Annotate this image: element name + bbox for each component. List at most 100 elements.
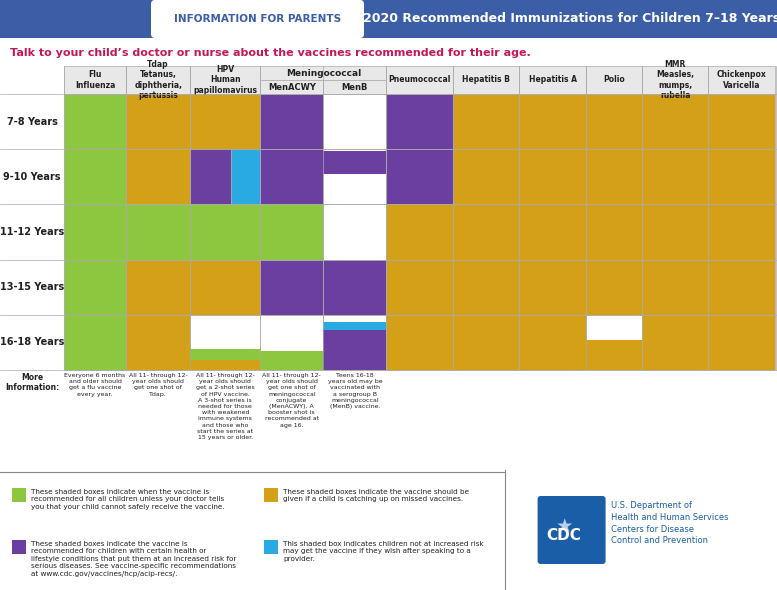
Bar bbox=[323, 94, 386, 149]
Bar bbox=[386, 66, 453, 94]
Bar bbox=[190, 94, 260, 149]
Bar bbox=[260, 80, 323, 94]
Bar bbox=[519, 204, 586, 260]
Text: Chickenpox
Varicella: Chickenpox Varicella bbox=[717, 70, 767, 90]
Bar bbox=[519, 149, 586, 204]
Bar bbox=[260, 66, 386, 80]
Bar bbox=[586, 204, 642, 260]
Text: Teens 16-18
years old may be
vaccinated with
a serogroup B
meningococcal
(MenB) : Teens 16-18 years old may be vaccinated … bbox=[328, 373, 382, 409]
Bar bbox=[586, 149, 642, 204]
Bar bbox=[126, 94, 190, 149]
Text: 13-15 Years: 13-15 Years bbox=[0, 282, 64, 292]
Bar bbox=[586, 260, 642, 315]
Bar bbox=[586, 340, 642, 370]
Bar bbox=[642, 94, 709, 149]
Bar bbox=[453, 260, 519, 315]
Text: Hepatitis B: Hepatitis B bbox=[462, 76, 510, 84]
Bar bbox=[709, 94, 775, 149]
Bar bbox=[260, 315, 323, 370]
Bar bbox=[453, 149, 519, 204]
Bar bbox=[453, 204, 519, 260]
Bar bbox=[519, 260, 586, 315]
Bar bbox=[586, 315, 642, 370]
Bar bbox=[323, 149, 386, 204]
Bar bbox=[323, 315, 386, 370]
Bar bbox=[586, 66, 642, 94]
Bar bbox=[12, 540, 26, 553]
Bar bbox=[64, 204, 126, 260]
Bar bbox=[64, 94, 126, 149]
Text: 9-10 Years: 9-10 Years bbox=[3, 172, 61, 182]
Text: INFORMATION FOR PARENTS: INFORMATION FOR PARENTS bbox=[174, 14, 341, 24]
Bar bbox=[519, 94, 586, 149]
Text: 2020 Recommended Immunizations for Children 7–18 Years Old: 2020 Recommended Immunizations for Child… bbox=[364, 12, 777, 25]
Text: MMR
Measles,
mumps,
rubella: MMR Measles, mumps, rubella bbox=[657, 60, 694, 100]
Text: This shaded box indicates children not at increased risk
may get the vaccine if : This shaded box indicates children not a… bbox=[283, 540, 484, 562]
Text: These shaded boxes indicate the vaccine should be
given if a child is catching u: These shaded boxes indicate the vaccine … bbox=[283, 489, 469, 503]
Bar bbox=[260, 204, 323, 260]
Bar bbox=[64, 315, 126, 370]
Bar bbox=[190, 66, 260, 94]
Text: All 11- through 12-
year olds should
get a 2-shot series
of HPV vaccine.
A 3-sho: All 11- through 12- year olds should get… bbox=[196, 373, 255, 440]
Text: All 11- through 12-
year olds should
get one shot of
meningococcal
conjugate
(Me: All 11- through 12- year olds should get… bbox=[263, 373, 321, 428]
Bar bbox=[264, 540, 278, 553]
Bar bbox=[190, 360, 260, 370]
Text: Polio: Polio bbox=[603, 76, 625, 84]
Bar bbox=[642, 315, 709, 370]
Text: Flu
Influenza: Flu Influenza bbox=[75, 70, 115, 90]
Bar bbox=[260, 149, 323, 204]
Bar bbox=[586, 94, 642, 149]
Bar bbox=[642, 66, 709, 94]
Bar bbox=[126, 260, 190, 315]
Bar bbox=[323, 330, 386, 370]
Bar bbox=[190, 349, 260, 360]
Bar bbox=[386, 260, 453, 315]
Bar bbox=[323, 260, 386, 315]
Text: MenACWY: MenACWY bbox=[268, 83, 315, 91]
Text: These shaded boxes indicate when the vaccine is
recommended for all children unl: These shaded boxes indicate when the vac… bbox=[31, 489, 225, 510]
Bar bbox=[126, 204, 190, 260]
Bar bbox=[126, 149, 190, 204]
Bar bbox=[642, 149, 709, 204]
Text: 11-12 Years: 11-12 Years bbox=[0, 227, 64, 237]
Text: HPV
Human
papillomavirus: HPV Human papillomavirus bbox=[193, 65, 257, 95]
Bar bbox=[264, 488, 278, 502]
Text: Pneumococcal: Pneumococcal bbox=[388, 76, 451, 84]
FancyBboxPatch shape bbox=[151, 0, 364, 38]
Bar bbox=[231, 149, 260, 204]
Bar bbox=[260, 350, 323, 370]
Bar bbox=[190, 260, 260, 315]
Bar bbox=[386, 204, 453, 260]
Bar bbox=[323, 204, 386, 260]
Text: These shaded boxes indicate the vaccine is
recommended for children with certain: These shaded boxes indicate the vaccine … bbox=[31, 540, 236, 576]
Text: Meningococcal: Meningococcal bbox=[286, 68, 361, 77]
Text: Hepatitis A: Hepatitis A bbox=[528, 76, 577, 84]
Bar bbox=[190, 204, 260, 260]
Bar bbox=[709, 260, 775, 315]
Text: More
Information:: More Information: bbox=[5, 373, 59, 392]
Text: U.S. Department of
Health and Human Services
Centers for Disease
Control and Pre: U.S. Department of Health and Human Serv… bbox=[611, 501, 728, 545]
Bar bbox=[709, 204, 775, 260]
Bar bbox=[126, 315, 190, 370]
Text: 16-18 Years: 16-18 Years bbox=[0, 337, 64, 348]
Bar bbox=[709, 315, 775, 370]
Text: 7-8 Years: 7-8 Years bbox=[7, 117, 57, 127]
Bar bbox=[260, 94, 323, 149]
Bar bbox=[64, 149, 126, 204]
Bar bbox=[190, 315, 260, 370]
Text: Everyone 6 months
and older should
get a flu vaccine
every year.: Everyone 6 months and older should get a… bbox=[64, 373, 126, 396]
Bar bbox=[12, 488, 26, 502]
Bar bbox=[642, 260, 709, 315]
Bar bbox=[386, 315, 453, 370]
Bar bbox=[453, 66, 519, 94]
Bar bbox=[323, 80, 386, 94]
Bar bbox=[519, 315, 586, 370]
Text: All 11- through 12-
year olds should
get one shot of
Tdap.: All 11- through 12- year olds should get… bbox=[129, 373, 187, 396]
Bar bbox=[386, 149, 453, 204]
Text: Tdap
Tetanus,
diphtheria,
pertussis: Tdap Tetanus, diphtheria, pertussis bbox=[134, 60, 182, 100]
Bar bbox=[126, 66, 190, 94]
Bar bbox=[453, 94, 519, 149]
Text: Talk to your child’s doctor or nurse about the vaccines recommended for their ag: Talk to your child’s doctor or nurse abo… bbox=[10, 48, 531, 58]
Bar bbox=[190, 149, 231, 204]
Text: ★: ★ bbox=[556, 517, 573, 536]
